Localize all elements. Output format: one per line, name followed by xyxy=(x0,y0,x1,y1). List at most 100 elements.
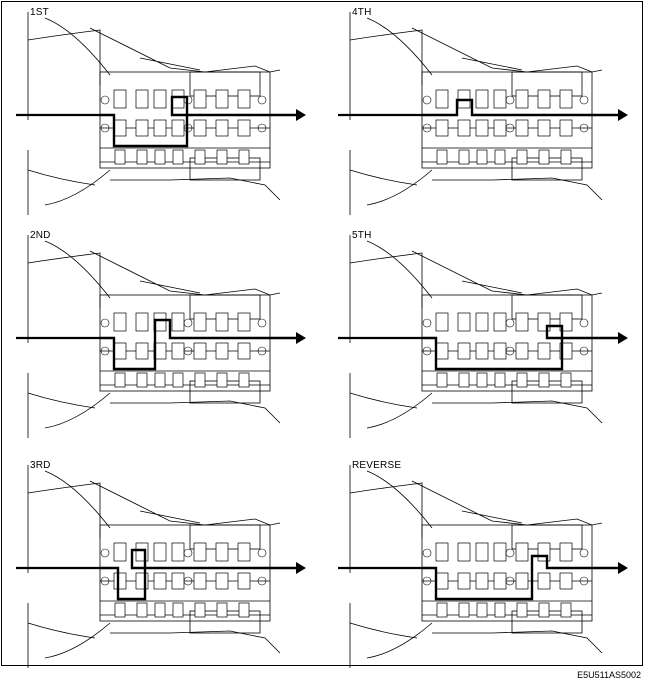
bearings xyxy=(422,95,589,133)
power-flow-path xyxy=(422,324,618,371)
counter-gear xyxy=(494,602,506,618)
counter-gear xyxy=(516,602,528,618)
counter-gear xyxy=(560,149,572,165)
gear xyxy=(457,119,471,137)
panel-label: 3RD xyxy=(30,460,51,471)
gear xyxy=(515,312,529,332)
bearing xyxy=(505,95,515,105)
gear xyxy=(193,572,207,590)
counter-gear xyxy=(458,602,470,618)
gear xyxy=(215,542,229,562)
diagram-frame xyxy=(1,1,643,666)
bearing xyxy=(579,576,589,586)
gear xyxy=(515,542,529,562)
power-flow-path xyxy=(100,548,296,601)
bearing xyxy=(422,346,432,356)
gear xyxy=(237,342,251,360)
gear xyxy=(237,312,251,332)
gear xyxy=(193,119,207,137)
document-code: E5U511AS5002 xyxy=(577,670,641,680)
transmission-housing xyxy=(27,235,281,438)
bearing xyxy=(100,346,110,356)
gear xyxy=(113,342,127,360)
gear xyxy=(215,572,229,590)
gear xyxy=(493,342,507,360)
gear xyxy=(493,542,507,562)
gear xyxy=(457,312,471,332)
power-flow-path xyxy=(422,554,618,601)
bearing xyxy=(579,346,589,356)
panel-4th: 4TH xyxy=(322,0,644,228)
output-arrow-icon xyxy=(296,332,306,344)
counter-gear xyxy=(194,372,206,388)
gear xyxy=(135,89,149,109)
gear xyxy=(515,89,529,109)
gear xyxy=(171,342,185,360)
counter-gear xyxy=(216,602,228,618)
gear xyxy=(237,572,251,590)
counter-gear xyxy=(538,149,550,165)
bearing xyxy=(183,576,193,586)
bearing xyxy=(505,548,515,558)
gear xyxy=(475,119,489,137)
output-arrow-icon xyxy=(296,562,306,574)
output-arrow-icon xyxy=(618,332,628,344)
panel-label: REVERSE xyxy=(352,460,402,471)
gear xyxy=(435,572,449,590)
bearing xyxy=(257,123,267,133)
gear-set xyxy=(113,312,251,388)
counter-gear xyxy=(560,372,572,388)
gear-set xyxy=(435,312,573,388)
counter-gear xyxy=(114,149,126,165)
gear xyxy=(493,572,507,590)
bearing xyxy=(505,576,515,586)
counter-gear xyxy=(458,372,470,388)
bearing xyxy=(100,548,110,558)
housing-outline xyxy=(349,150,603,215)
transmission-housing xyxy=(27,465,281,668)
bearing xyxy=(183,346,193,356)
transmission-housing xyxy=(349,12,603,215)
power-flow-path xyxy=(100,318,296,371)
gear xyxy=(153,89,167,109)
bearing xyxy=(505,123,515,133)
bearings xyxy=(100,318,267,356)
bearing xyxy=(422,548,432,558)
panel-label: 5TH xyxy=(352,230,372,241)
transmission-diagram xyxy=(338,465,628,668)
counter-gear xyxy=(194,602,206,618)
counter-gear xyxy=(114,602,126,618)
gear xyxy=(475,342,489,360)
gear xyxy=(153,119,167,137)
transmission-case xyxy=(99,294,271,392)
housing-outline xyxy=(27,603,281,668)
transmission-housing xyxy=(349,235,603,438)
panel-reverse: REVERSE xyxy=(322,453,644,681)
gear xyxy=(153,572,167,590)
gear xyxy=(435,89,449,109)
panel-5th: 5TH xyxy=(322,223,644,451)
bearings xyxy=(422,318,589,356)
gear-set xyxy=(113,89,251,165)
housing-outline xyxy=(349,465,603,573)
bearing xyxy=(422,576,432,586)
bearings xyxy=(100,548,267,586)
gear xyxy=(153,542,167,562)
transmission-diagram xyxy=(338,235,628,438)
gear xyxy=(537,542,551,562)
counter-gear xyxy=(516,149,528,165)
bearing xyxy=(100,95,110,105)
housing-outline xyxy=(27,12,281,120)
gear xyxy=(113,119,127,137)
gear xyxy=(457,572,471,590)
counter-gear xyxy=(436,602,448,618)
counter-gear xyxy=(476,372,488,388)
gear xyxy=(193,342,207,360)
counter-gear xyxy=(154,372,166,388)
gear xyxy=(171,312,185,332)
gear xyxy=(475,572,489,590)
housing-outline xyxy=(27,373,281,438)
gear xyxy=(193,312,207,332)
gear xyxy=(493,89,507,109)
output-arrow-icon xyxy=(618,109,628,121)
